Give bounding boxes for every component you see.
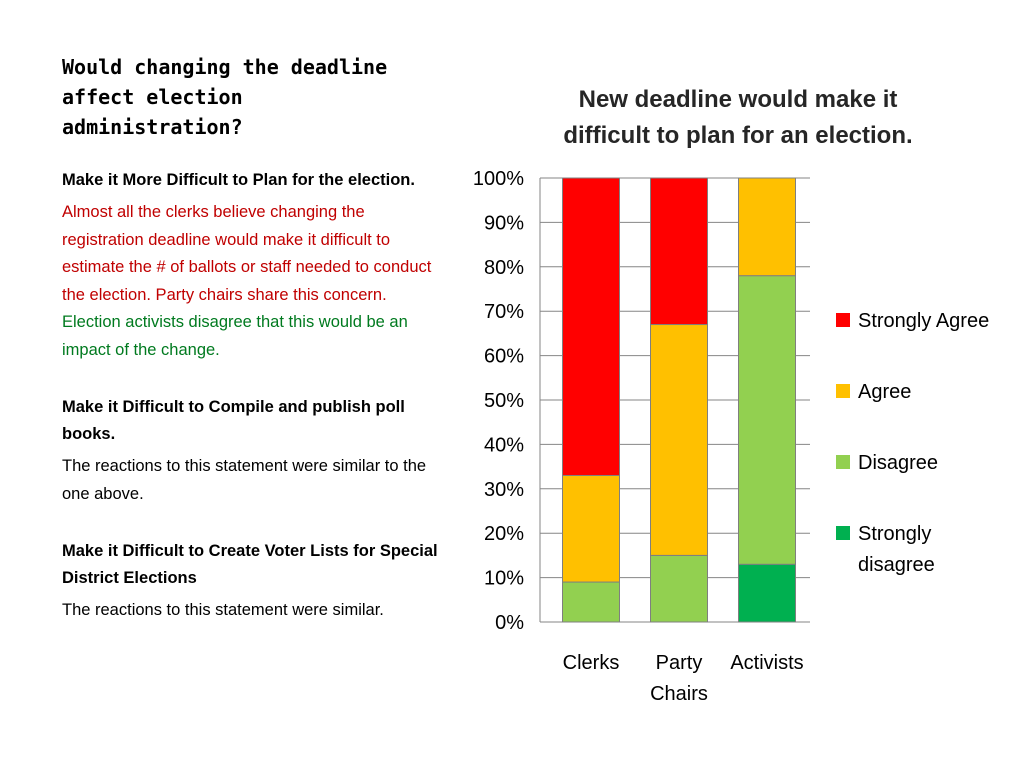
legend-label: disagree — [858, 554, 935, 576]
legend-swatch — [836, 526, 850, 540]
chart-bars — [562, 177, 796, 623]
legend-label: Strongly — [858, 523, 931, 545]
y-tick-label: 100% — [473, 168, 524, 190]
y-tick-label: 60% — [484, 346, 524, 368]
section-body-plan: Almost all the clerks believe changing t… — [62, 199, 444, 364]
y-tick-label: 80% — [484, 257, 524, 279]
text-column: Make it More Difficult to Plan for the e… — [62, 167, 444, 655]
bar-segment — [650, 177, 708, 326]
x-category-label: Chairs — [650, 683, 708, 705]
y-tick-label: 30% — [484, 479, 524, 501]
chart-title-line: difficult to plan for an election. — [563, 122, 912, 149]
bar-segment — [738, 177, 796, 277]
y-tick-label: 10% — [484, 568, 524, 590]
bar-segment — [562, 177, 620, 476]
section-voter-lists: Make it Difficult to Create Voter Lists … — [62, 538, 444, 625]
chart-title: New deadline would make it difficult to p… — [563, 86, 912, 149]
legend-swatch — [836, 384, 850, 398]
x-category-label: Clerks — [563, 652, 620, 674]
section-body-plan-green: Election activists disagree that this wo… — [62, 313, 408, 359]
legend-label: Strongly Agree — [858, 310, 989, 332]
y-tick-label: 0% — [495, 612, 524, 634]
y-tick-label: 40% — [484, 434, 524, 456]
section-body-plan-red: Almost all the clerks believe changing t… — [62, 203, 432, 304]
bar-segment — [738, 563, 796, 623]
section-heading-voter-lists: Make it Difficult to Create Voter Lists … — [62, 542, 438, 587]
chart-title-line: New deadline would make it — [579, 86, 898, 113]
bar-segment — [650, 324, 708, 556]
y-tick-label: 50% — [484, 390, 524, 412]
bar-segment — [562, 581, 620, 623]
section-poll-books: Make it Difficult to Compile and publish… — [62, 394, 444, 508]
x-axis-labels: Clerks Party Chairs Activists — [563, 652, 804, 705]
section-body-voter-lists: The reactions to this statement were sim… — [62, 601, 384, 619]
bar-segment — [562, 474, 620, 583]
bar-segment — [738, 275, 796, 565]
legend-label: Agree — [858, 381, 911, 403]
legend-label: Disagree — [858, 452, 938, 474]
legend-swatch — [836, 313, 850, 327]
y-tick-label: 90% — [484, 212, 524, 234]
bar-segment — [650, 554, 708, 623]
y-tick-label: 20% — [484, 523, 524, 545]
legend-swatch — [836, 455, 850, 469]
section-body-poll-books: The reactions to this statement were sim… — [62, 457, 427, 503]
x-category-label: Party — [656, 652, 703, 674]
section-heading-poll-books: Make it Difficult to Compile and publish… — [62, 398, 405, 443]
y-tick-label: 70% — [484, 301, 524, 323]
slide-title: Would changing the deadline affect elect… — [62, 55, 388, 139]
stacked-bar-chart: New deadline would make it difficult to p… — [473, 86, 989, 705]
chart-legend: Strongly Agree Agree Disagree Strongly disag… — [836, 310, 989, 576]
x-category-label: Activists — [730, 652, 803, 674]
section-heading-plan: Make it More Difficult to Plan for the e… — [62, 171, 415, 189]
y-axis-ticks: 0% 10% 20% 30% 40% 50% 60% 70% 80% 90% 100% — [473, 168, 524, 634]
section-plan: Make it More Difficult to Plan for the e… — [62, 167, 444, 364]
